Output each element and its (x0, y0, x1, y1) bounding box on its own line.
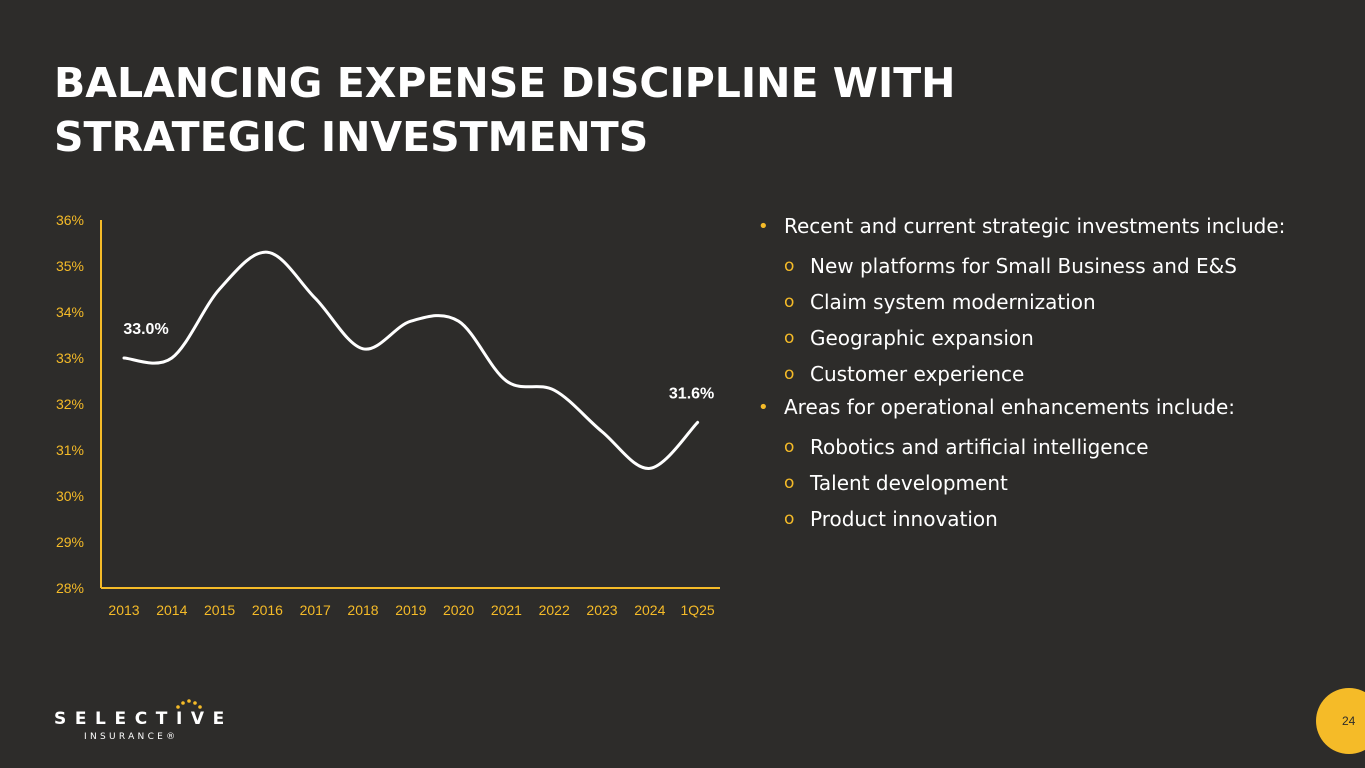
y-tick-label: 36% (56, 212, 84, 228)
y-tick-label: 33% (56, 350, 84, 366)
logo-dots-icon (176, 699, 202, 709)
x-tick-label: 2022 (539, 602, 570, 618)
expense-ratio-line-chart: 28% 29% 30% 31% 32% 33% 34% 35% 36% 2013 2014 2015… (56, 212, 720, 618)
y-tick-label: 30% (56, 488, 84, 504)
x-tick-label: 2020 (443, 602, 474, 618)
x-tick-label: 2014 (156, 602, 187, 618)
selective-insurance-logo: SELECTIVE INSURANCE® (54, 699, 224, 750)
bullet-list: • Recent and current strategic investmen… (758, 212, 1318, 537)
x-tick-label: 2015 (204, 602, 235, 618)
x-tick-label: 2013 (108, 602, 139, 618)
slide-title: BALANCING EXPENSE DISCIPLINE WITH STRATE… (54, 59, 956, 161)
y-tick-label: 35% (56, 258, 84, 274)
bullet-operational-enhancements: • Areas for operational enhancements inc… (758, 393, 1318, 422)
sub-bullet: o New platforms for Small Business and E&… (758, 248, 1318, 284)
y-tick-label: 31% (56, 442, 84, 458)
logo-wordmark: SELECTIVE (54, 709, 233, 729)
bullet-strategic-investments: • Recent and current strategic investmen… (758, 212, 1318, 241)
bullet-icon: • (758, 216, 769, 237)
x-tick-label: 1Q25 (680, 602, 714, 618)
x-tick-label: 2016 (252, 602, 283, 618)
x-tick-label: 2021 (491, 602, 522, 618)
y-tick-label: 28% (56, 580, 84, 596)
sub-bullet-icon: o (784, 292, 795, 312)
sub-bullet: o Robotics and artificial intelligence (758, 429, 1318, 465)
sub-bullet-icon: o (784, 437, 795, 457)
sub-bullet-icon: o (784, 256, 795, 276)
series-line (122, 250, 700, 470)
sub-bullet: o Talent development (758, 465, 1318, 501)
sub-bullet-icon: o (784, 328, 795, 348)
x-tick-label: 2023 (586, 602, 617, 618)
bullet-icon: • (758, 397, 769, 418)
x-tick-label: 2024 (634, 602, 665, 618)
sub-bullet-icon: o (784, 509, 795, 529)
data-label: 31.6% (669, 385, 714, 402)
x-tick-label: 2019 (395, 602, 426, 618)
sub-bullet: o Claim system modernization (758, 284, 1318, 320)
page-number-badge: 24 (1316, 688, 1365, 754)
sub-bullet: o Product innovation (758, 501, 1318, 537)
y-tick-label: 29% (56, 534, 84, 550)
y-tick-label: 32% (56, 396, 84, 412)
sub-bullet: o Geographic expansion (758, 320, 1318, 356)
y-tick-label: 34% (56, 304, 84, 320)
x-tick-label: 2017 (300, 602, 331, 618)
sub-bullet: o Customer experience (758, 356, 1318, 392)
logo-subtitle: INSURANCE® (84, 732, 179, 742)
sub-bullet-icon: o (784, 364, 795, 384)
sub-bullet-icon: o (784, 473, 795, 493)
x-tick-label: 2018 (347, 602, 378, 618)
data-label: 33.0% (123, 321, 168, 338)
